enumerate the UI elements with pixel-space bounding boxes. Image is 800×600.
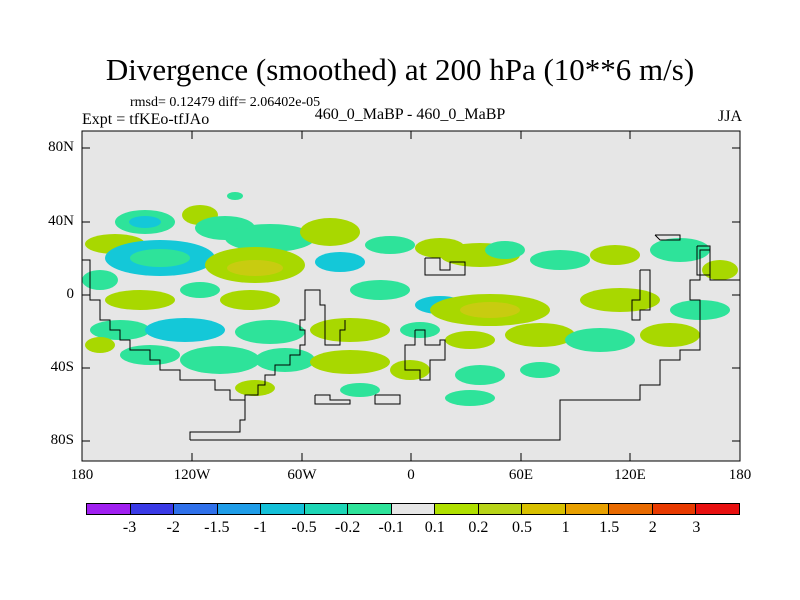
colorbar-swatch	[478, 504, 523, 514]
colorbar-swatch	[130, 504, 175, 514]
colorbar-swatch	[696, 504, 739, 514]
colorbar-swatch	[391, 504, 436, 514]
x-label-180w: 180	[70, 467, 94, 483]
colorbar-swatch	[348, 504, 392, 514]
x-label-120e: 120E	[614, 467, 646, 483]
colorbar-label: -0.1	[378, 519, 404, 536]
colorbar-swatch	[174, 504, 218, 514]
colorbar-label: 0.5	[512, 519, 532, 536]
colorbar-label: -3	[122, 519, 137, 536]
colorbar	[86, 503, 740, 515]
colorbar-swatch	[522, 504, 566, 514]
colorbar-swatch	[87, 504, 131, 514]
x-label-60w: 60W	[287, 467, 317, 483]
y-label-80n: 80N	[48, 139, 74, 155]
colorbar-swatch	[217, 504, 262, 514]
colorbar-label: -2	[166, 519, 180, 536]
colorbar-label: 1	[561, 519, 570, 536]
x-label-60e: 60E	[508, 467, 534, 483]
colorbar-label: -0.2	[334, 519, 361, 536]
colorbar-label: 0.2	[468, 519, 489, 536]
colorbar-label: -0.5	[291, 519, 317, 536]
colorbar-swatch	[435, 504, 479, 514]
season-label: JJA	[717, 108, 742, 125]
y-label-40s: 40S	[50, 359, 74, 375]
center-label: 460_0_MaBP - 460_0_MaBP	[314, 106, 506, 123]
x-label-180e: 180	[728, 467, 752, 483]
colorbar-label: 2	[648, 519, 657, 536]
x-label-120w: 120W	[173, 467, 211, 483]
coastlines	[82, 234, 740, 441]
plot-title: Divergence (smoothed) at 200 hPa (10**6 …	[105, 52, 695, 87]
experiment-label: Expt = tfKEo-tfJAo	[82, 111, 210, 128]
axis-ticks	[82, 131, 740, 461]
colorbar-label: 0.1	[424, 519, 445, 536]
colorbar-label: 3	[692, 519, 701, 536]
colorbar-swatch	[609, 504, 653, 514]
x-label-0: 0	[407, 467, 415, 483]
colorbar-label: -1	[253, 519, 268, 536]
y-label-40n: 40N	[48, 213, 74, 229]
colorbar-swatch	[304, 504, 349, 514]
colorbar-swatch	[261, 504, 305, 514]
colorbar-label: 1.5	[599, 519, 620, 536]
colorbar-swatch	[652, 504, 697, 514]
colorbar-label: -1.5	[204, 519, 230, 536]
y-label-eq: 0	[66, 286, 75, 302]
colorbar-swatch	[565, 504, 610, 514]
stats-text: rmsd= 0.12479 diff= 2.06402e-05	[130, 95, 321, 110]
y-label-80s: 80S	[50, 432, 74, 448]
